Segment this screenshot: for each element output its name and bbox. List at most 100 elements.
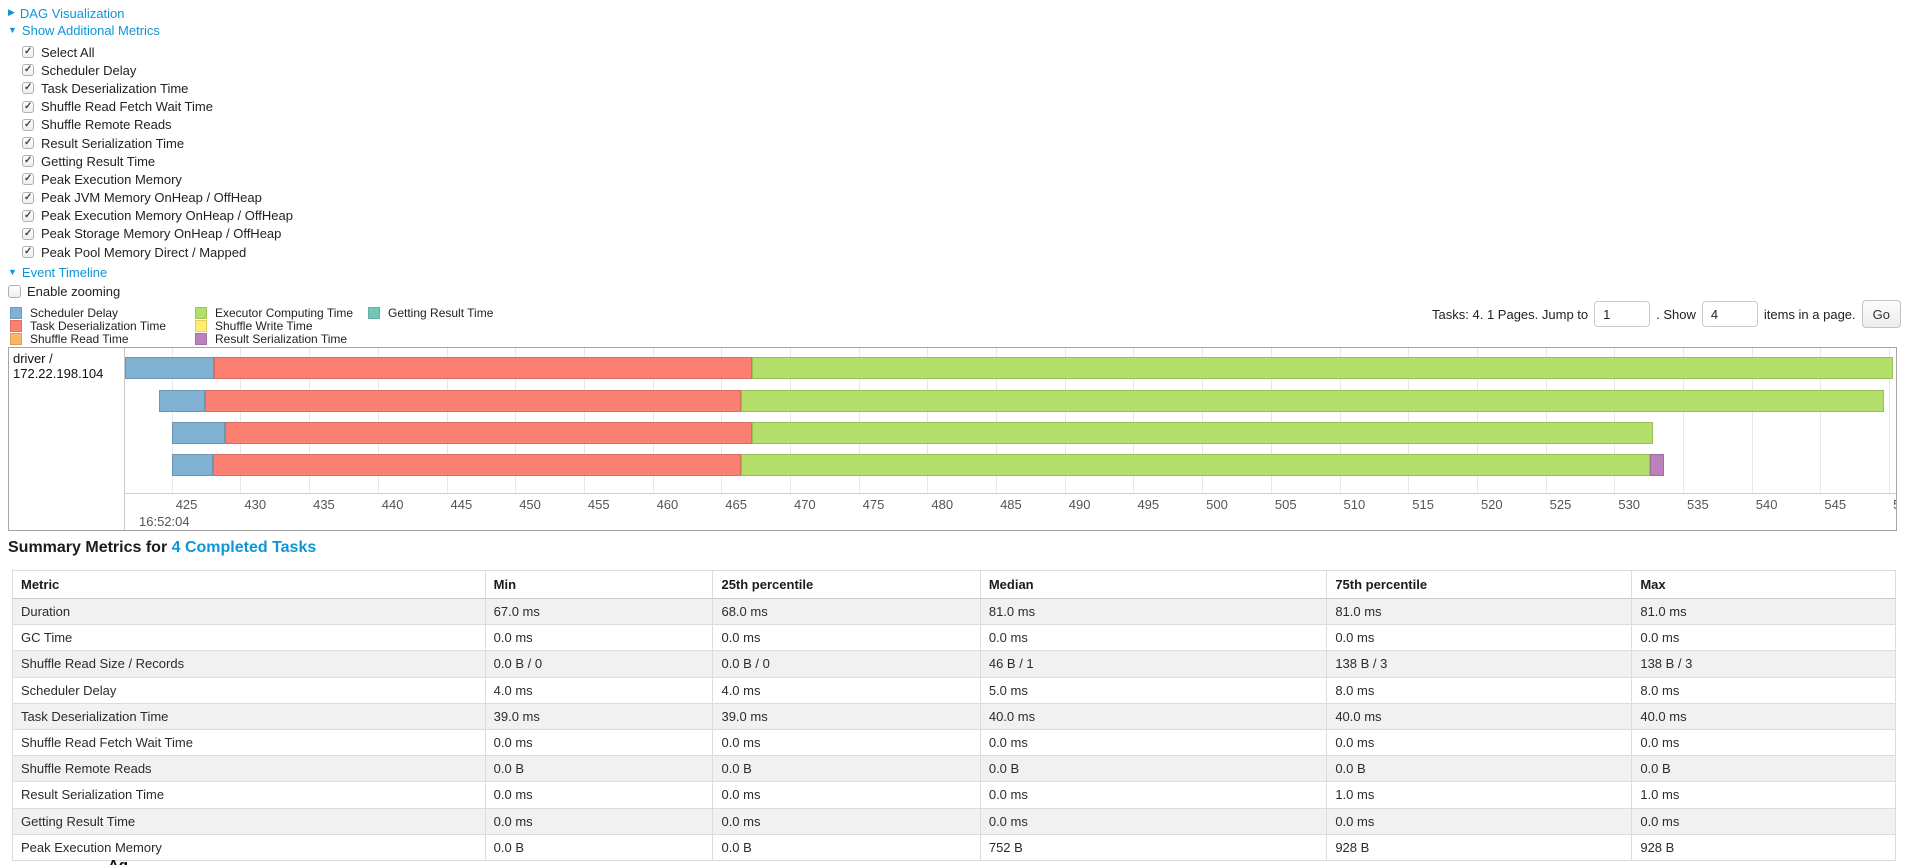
metric-value-cell: 0.0 ms (712, 781, 981, 809)
axis-gridline (1270, 348, 1272, 493)
checkbox-checked-icon[interactable] (22, 46, 34, 59)
executor-group-label: driver / 172.22.198.104 (9, 348, 125, 530)
metric-value-cell: 81.0 ms (979, 597, 1328, 626)
metric-name-cell: Scheduler Delay (12, 676, 486, 704)
summary-table-row: GC Time 0.0 ms 0.0 ms 0.0 ms 0.0 ms 0.0 ms (12, 624, 1896, 652)
metric-value-cell: 138 B / 3 (1326, 650, 1633, 678)
axis-gridline (1545, 348, 1547, 493)
metric-checkbox-label: Scheduler Delay (41, 62, 137, 78)
segment-scheduler_delay (125, 357, 215, 379)
legend-label: Getting Result Time (388, 305, 494, 320)
summary-table-row: Result Serialization Time 0.0 ms 0.0 ms 0.0… (12, 781, 1896, 809)
task-timeline-bar[interactable] (125, 422, 1896, 444)
summary-title-prefix: Summary Metrics for (8, 539, 172, 556)
metric-value-cell: 0.0 ms (1631, 807, 1896, 835)
axis-tick-label: 510 (1343, 497, 1366, 512)
axis-gridline (309, 348, 311, 493)
metric-checkbox-row[interactable]: Select All (22, 43, 293, 61)
metric-checkbox-row[interactable]: Shuffle Remote Reads (22, 116, 293, 134)
enable-zooming-row[interactable]: Enable zooming (8, 282, 293, 300)
axis-tick-label: 455 (587, 497, 610, 512)
metric-checkbox-label: Peak Execution Memory (41, 171, 182, 187)
checkbox-checked-icon[interactable] (22, 118, 34, 131)
metric-checkbox-row[interactable]: Peak Execution Memory OnHeap / OffHeap (22, 207, 293, 225)
axis-gridline (1614, 348, 1616, 493)
metric-checkbox-row[interactable]: Peak Storage Memory OnHeap / OffHeap (22, 225, 293, 243)
pagination-show-text: . Show (1656, 306, 1696, 322)
metric-checkbox-label: Task Deserialization Time (41, 80, 189, 96)
items-per-page-input[interactable] (1701, 301, 1758, 327)
axis-gridline (240, 348, 242, 493)
metric-value-cell: 0.0 ms (484, 807, 714, 835)
metric-value-cell: 0.0 ms (1326, 807, 1633, 835)
metric-value-cell: 0.0 ms (712, 807, 981, 835)
go-button[interactable]: Go (1861, 300, 1901, 328)
metric-checkbox-row[interactable]: Peak JVM Memory OnHeap / OffHeap (22, 189, 293, 207)
metric-checkbox-label: Peak Storage Memory OnHeap / OffHeap (41, 226, 282, 242)
metric-checkbox-list: Select All Scheduler Delay Task Deserial… (22, 43, 293, 261)
checkbox-checked-icon[interactable] (22, 227, 34, 240)
metric-checkbox-row[interactable]: Peak Execution Memory (22, 170, 293, 188)
axis-tick-label: 525 (1549, 497, 1572, 512)
legend-label: Executor Computing Time (215, 305, 354, 320)
legend-swatch (10, 320, 22, 333)
axis-gridline (1408, 348, 1410, 493)
checkbox-checked-icon[interactable] (22, 82, 34, 95)
axis-gridline (171, 348, 173, 493)
axis-gridline (377, 348, 379, 493)
checkbox-checked-icon[interactable] (22, 155, 34, 168)
task-timeline-bar[interactable] (125, 357, 1896, 379)
task-timeline-bar[interactable] (125, 390, 1896, 412)
checkbox-checked-icon[interactable] (22, 137, 34, 150)
metric-value-cell: 4.0 ms (484, 676, 714, 704)
metric-value-cell: 46 B / 1 (979, 650, 1328, 678)
axis-tick-label: 540 (1755, 497, 1778, 512)
segment-executor_computing (751, 357, 1894, 379)
axis-tick-label: 440 (381, 497, 404, 512)
metric-value-cell: 0.0 B / 0 (712, 650, 981, 678)
summary-table-row: Shuffle Read Fetch Wait Time 0.0 ms 0.0 ms… (12, 728, 1896, 757)
dag-visualization-toggle[interactable]: ▶ DAG Visualization (8, 5, 293, 22)
summary-col-header: 75th percentile (1326, 570, 1633, 599)
jump-to-page-input[interactable] (1594, 301, 1651, 327)
chevron-down-icon: ▼ (8, 24, 17, 35)
segment-scheduler_delay (171, 454, 213, 476)
completed-tasks-link[interactable]: 4 Completed Tasks (171, 539, 317, 556)
axis-gridline (1751, 348, 1753, 493)
axis-tick-label: 505 (1274, 497, 1297, 512)
metric-checkbox-row[interactable]: Peak Pool Memory Direct / Mapped (22, 243, 293, 261)
metric-checkbox-row[interactable]: Scheduler Delay (22, 61, 293, 79)
metric-name-cell: Result Serialization Time (12, 781, 486, 809)
show-additional-metrics-toggle[interactable]: ▼ Show Additional Metrics (8, 22, 293, 39)
metric-checkbox-row[interactable]: Getting Result Time (22, 152, 293, 170)
task-pagination: Tasks: 4. 1 Pages. Jump to . Show items … (1432, 297, 1901, 331)
checkbox-checked-icon[interactable] (22, 173, 34, 186)
checkbox-checked-icon[interactable] (22, 64, 34, 77)
metric-checkbox-row[interactable]: Shuffle Read Fetch Wait Time (22, 98, 293, 116)
checkbox-checked-icon[interactable] (22, 191, 34, 204)
summary-table-row: Shuffle Remote Reads 0.0 B 0.0 B 0.0 B 0.0 B… (12, 755, 1896, 783)
metric-checkbox-row[interactable]: Task Deserialization Time (22, 79, 293, 97)
dag-visualization-label: DAG Visualization (19, 6, 125, 21)
metric-value-cell: 81.0 ms (1631, 597, 1896, 626)
metric-checkbox-row[interactable]: Result Serialization Time (22, 134, 293, 152)
axis-tick-label: 480 (931, 497, 954, 512)
show-additional-metrics-label: Show Additional Metrics (21, 23, 160, 38)
axis-gridline (1064, 348, 1066, 493)
metric-value-cell: 0.0 B (712, 833, 981, 861)
event-timeline-toggle[interactable]: ▼ Event Timeline (8, 264, 293, 281)
segment-result_serialization (1650, 454, 1664, 476)
metric-checkbox-label: Peak Pool Memory Direct / Mapped (41, 244, 247, 260)
checkbox-unchecked-icon[interactable] (8, 284, 21, 298)
checkbox-checked-icon[interactable] (22, 246, 34, 259)
legend-label: Shuffle Read Time (30, 332, 129, 347)
legend-item: Executor Computing Time (195, 305, 368, 320)
checkbox-checked-icon[interactable] (22, 100, 34, 113)
axis-gridline (721, 348, 723, 493)
metric-value-cell: 40.0 ms (979, 702, 1328, 730)
legend-swatch (10, 333, 22, 346)
legend-label: Result Serialization Time (215, 332, 348, 347)
checkbox-checked-icon[interactable] (22, 209, 34, 222)
task-timeline-bar[interactable] (125, 454, 1896, 476)
pagination-tasks-text: Tasks: 4. 1 Pages. Jump to (1432, 306, 1589, 322)
